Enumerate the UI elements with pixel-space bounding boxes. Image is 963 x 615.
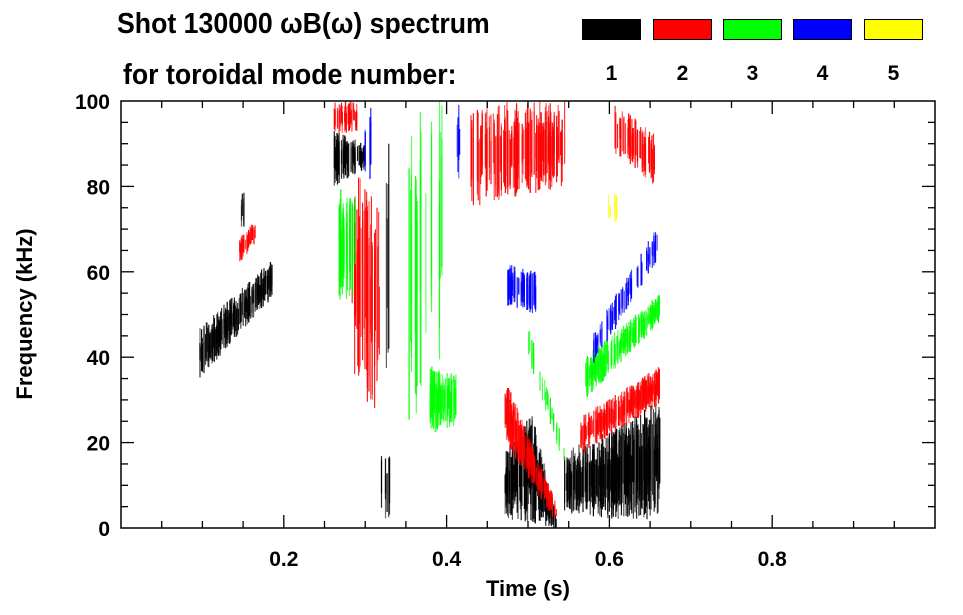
- legend-label-mode-5: 5: [887, 62, 900, 85]
- y-axis-title: Frequency (kHz): [12, 228, 37, 399]
- chart-title-line2: for toroidal mode number:: [123, 59, 457, 91]
- legend-label-mode-1: 1: [605, 62, 618, 85]
- y-tick-label: 60: [87, 262, 110, 285]
- legend-label-mode-4: 4: [816, 62, 829, 85]
- mode-4-feature: [456, 104, 461, 179]
- legend-label-mode-2: 2: [676, 62, 689, 85]
- x-tick-label: 0.2: [269, 548, 298, 571]
- mode-5-feature: [607, 193, 618, 222]
- legend-swatch-mode-3: [723, 19, 782, 40]
- mode-4-feature: [507, 265, 537, 314]
- mode-2-feature: [333, 101, 358, 134]
- y-tick-label: 0: [98, 518, 110, 541]
- mode-1-feature: [563, 434, 610, 518]
- mode-1-feature: [240, 192, 245, 227]
- y-tick-label: 20: [87, 433, 110, 456]
- mode-1-feature: [333, 131, 366, 186]
- x-tick-label: 0.8: [758, 548, 788, 571]
- mode-3-feature: [528, 330, 565, 461]
- mode-3-feature: [585, 295, 661, 398]
- x-tick-label: 0.4: [432, 548, 462, 571]
- legend-swatch-mode-4: [793, 19, 852, 40]
- y-tick-label: 80: [87, 176, 110, 199]
- legend-swatch-mode-2: [653, 19, 712, 40]
- chart-title-line1: Shot 130000 ωB(ω) spectrum: [117, 8, 490, 40]
- mode-2-feature: [504, 388, 558, 518]
- mode-1-feature: [608, 402, 661, 520]
- mode-2-feature: [614, 105, 655, 184]
- legend-swatch-mode-1: [582, 19, 641, 40]
- mode-2-feature: [239, 224, 256, 262]
- mode-1-feature: [380, 456, 391, 519]
- legend-label-mode-3: 3: [746, 62, 759, 85]
- mode-1-feature: [385, 143, 390, 368]
- mode-3-feature: [408, 101, 443, 420]
- y-tick-label: 40: [87, 347, 110, 370]
- mode-4-feature: [593, 231, 658, 364]
- legend-swatch-mode-5: [864, 19, 923, 40]
- x-axis-title: Time (s): [486, 576, 570, 601]
- mode-1-feature: [199, 262, 273, 378]
- mode-2-feature: [470, 101, 566, 206]
- spectrogram-marks: [199, 101, 661, 528]
- mode-2-feature: [580, 367, 660, 453]
- mode-3-feature: [338, 189, 356, 300]
- x-tick-label: 0.6: [595, 548, 624, 571]
- y-tick-label: 100: [75, 91, 110, 114]
- mode-4-feature: [364, 107, 372, 179]
- mode-2-feature: [351, 177, 380, 408]
- axes: 0.2 0.4 0.6 0.8 0 20 40 60 80 100: [75, 91, 936, 571]
- mode-3-feature: [429, 366, 457, 433]
